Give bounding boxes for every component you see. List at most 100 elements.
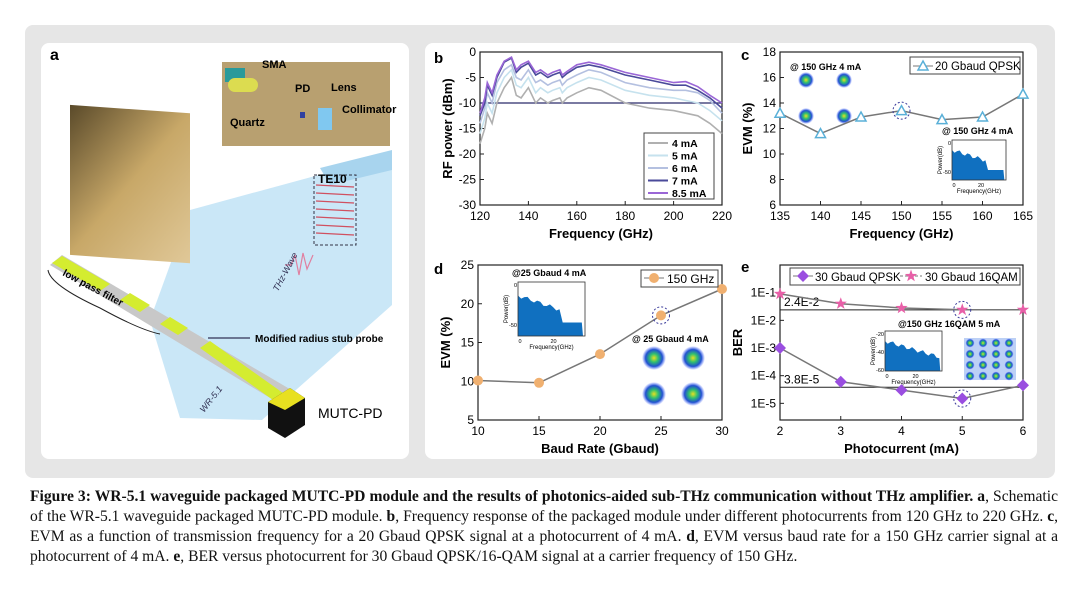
panel-label-c: c	[741, 47, 749, 64]
series-line	[479, 68, 723, 134]
y-axis-label: EVM (%)	[740, 103, 755, 155]
highlight-circle	[892, 101, 911, 120]
lens	[318, 108, 332, 130]
pd-chip	[300, 112, 305, 118]
caption-panel-key: e	[173, 548, 181, 565]
legend-entry: 30 Gbaud 16QAM	[925, 272, 1018, 284]
panel-label-a: a	[50, 47, 59, 64]
constellation-cluster	[798, 72, 814, 88]
data-point	[854, 110, 868, 122]
y-tick-label: 25	[461, 258, 475, 272]
y-tick-label: 15	[461, 336, 475, 350]
filter-sections	[52, 256, 290, 405]
legend-entry: 8.5 mA	[672, 188, 707, 200]
inset-x-tick-label: 0	[518, 339, 521, 345]
inset-y-tick-label: -20	[876, 332, 884, 338]
inset-x-tick-label: 20	[550, 339, 556, 345]
y-tick-label: 8	[769, 173, 776, 187]
te10-field-box	[313, 174, 357, 246]
y-tick-label: -15	[459, 122, 477, 136]
inset-label: @ 150 GHz 4 mA	[942, 126, 1014, 136]
spectrum-fill	[518, 295, 583, 336]
legend	[909, 56, 1021, 75]
panel-label-e: e	[741, 259, 749, 276]
constellation-cluster	[991, 349, 1001, 359]
legend-entry: 150 GHz	[667, 272, 714, 286]
spectrum-frame	[951, 139, 1007, 181]
data-point	[976, 110, 989, 122]
y-tick-label: 1E-3	[751, 341, 777, 355]
data-point	[1016, 303, 1030, 316]
y-axis-label: BER	[730, 328, 745, 356]
y-tick-label: 14	[763, 96, 777, 110]
inset-x-axis-label: Frequency(GHz)	[529, 345, 573, 351]
constellation-cluster	[978, 338, 988, 348]
data-point	[649, 273, 659, 283]
y-tick-label: -30	[459, 198, 477, 212]
data-point	[595, 349, 605, 360]
constellation-cluster	[965, 338, 975, 348]
label-lens: Lens	[331, 82, 357, 94]
caption-panel-text: , EVM versus baud rate for a 150 GHz car…	[30, 528, 1058, 565]
inset-y-axis-label: Power(dB)	[938, 146, 944, 174]
x-tick-label: 20	[593, 424, 607, 438]
x-tick-label: 145	[851, 209, 871, 223]
inset-x-axis-label: Frequency(GHz)	[957, 189, 1001, 195]
figure: a SMA PD Lens Quartz Collimator TE10 THz…	[25, 25, 1055, 478]
data-point	[473, 375, 483, 386]
label-sma: SMA	[262, 59, 287, 71]
inset-y-tick-label: -50	[509, 323, 517, 329]
x-tick-label: 10	[471, 424, 485, 438]
x-tick-label: 180	[615, 209, 635, 223]
spectrum-fill	[952, 150, 1005, 180]
label-pd: PD	[295, 83, 310, 95]
x-tick-label: 160	[567, 209, 587, 223]
data-point	[935, 113, 949, 125]
y-tick-label: 6	[769, 198, 776, 212]
data-point	[773, 106, 787, 118]
caption-parts: a, Schematic of the WR-5.1 waveguide pac…	[30, 488, 1058, 565]
sma-pin	[228, 78, 258, 92]
data-point	[717, 284, 727, 295]
inset-x-axis-label: Frequency(GHz)	[891, 380, 935, 386]
inset-x-tick-label: 0	[885, 374, 888, 380]
constellation-cluster	[1004, 349, 1014, 359]
y-tick-label: 0	[469, 45, 476, 59]
pd-closeup	[222, 62, 390, 146]
y-tick-label: 18	[763, 45, 777, 59]
threshold-label: 3.8E-5	[784, 372, 820, 386]
label-quartz: Quartz	[230, 117, 265, 129]
constellation-cluster	[965, 360, 975, 370]
inset-y-tick-label: -60	[876, 368, 884, 374]
panel-label-b: b	[434, 50, 443, 67]
x-tick-label: 30	[715, 424, 729, 438]
x-tick-label: 200	[664, 209, 684, 223]
constellation-cluster	[991, 360, 1001, 370]
data-point	[814, 127, 827, 139]
data-point	[1017, 379, 1029, 392]
module-housing	[70, 104, 190, 264]
label-mutc-pd: MUTC-PD	[318, 405, 383, 421]
label-probe: Modified radius stub probe	[255, 334, 384, 345]
legend-entry: 4 mA	[672, 138, 698, 150]
data-point	[774, 342, 786, 355]
legend-entry: 20 Gbaud QPSK	[935, 61, 1021, 73]
data-point	[956, 303, 969, 316]
x-tick-label: 25	[654, 424, 668, 438]
y-tick-label: -20	[459, 147, 477, 161]
data-point	[834, 297, 847, 309]
x-tick-label: 15	[532, 424, 546, 438]
spectrum-fill	[885, 341, 941, 371]
inset-label: @25 Gbaud 4 mA	[512, 268, 587, 278]
constellation-cluster	[642, 346, 666, 370]
constellation-cluster	[965, 349, 975, 359]
x-tick-label: 5	[959, 424, 966, 438]
legend-entry: 5 mA	[672, 151, 698, 163]
x-tick-label: 140	[518, 209, 538, 223]
panel-a-schematic: a SMA PD Lens Quartz Collimator TE10 THz…	[47, 47, 397, 438]
x-tick-label: 135	[770, 209, 790, 223]
inset-label: @ 150 GHz 4 mA	[790, 62, 862, 72]
caption-title: Figure 3: WR-5.1 waveguide packaged MUTC…	[30, 488, 970, 505]
charts: 120 140 160 180 200 2200-5-10-15-20-25-30Freq…	[438, 45, 1033, 456]
x-tick-label: 220	[712, 209, 732, 223]
